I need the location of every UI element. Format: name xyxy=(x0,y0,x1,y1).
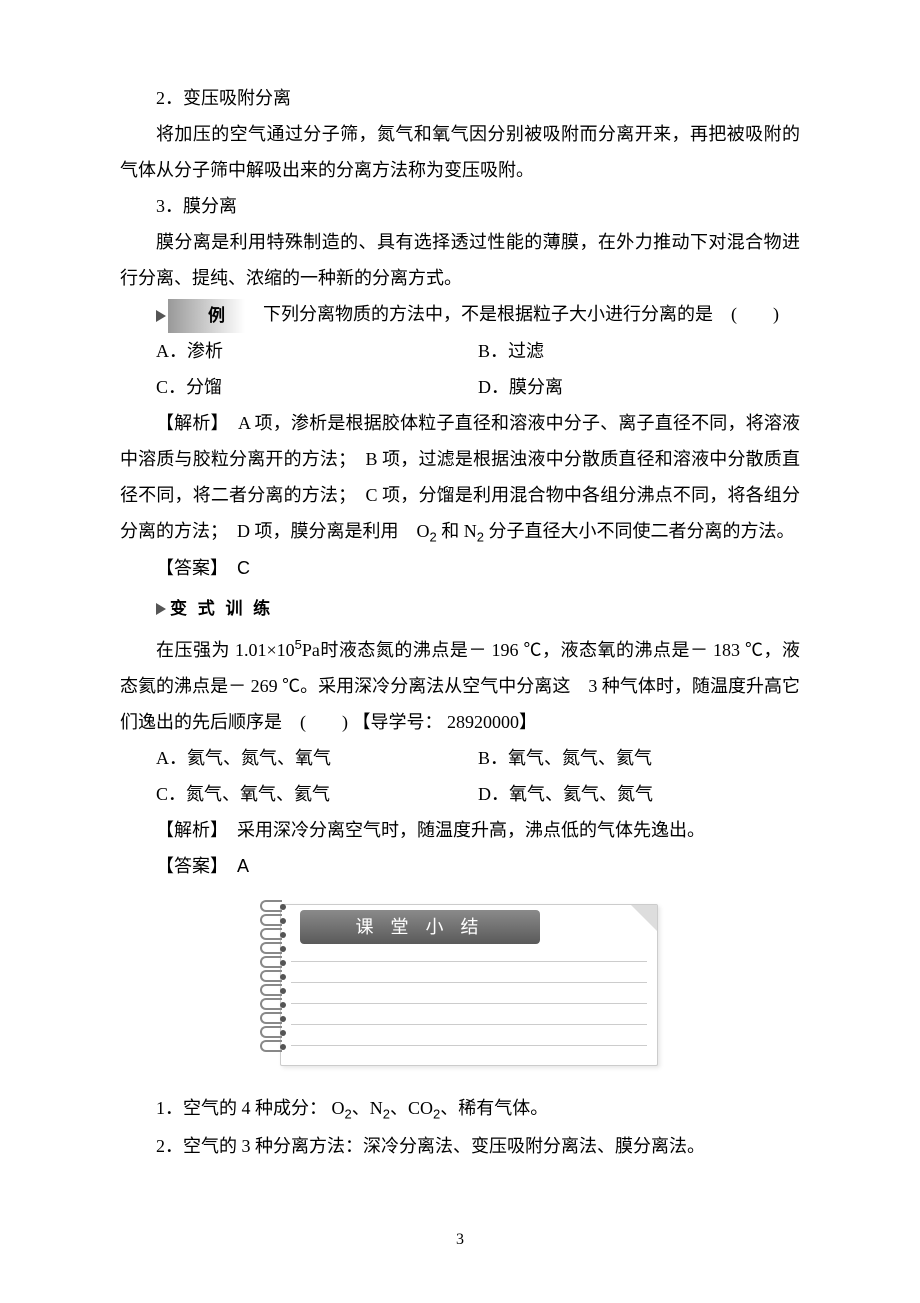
example-label-icon: 例 xyxy=(156,299,245,333)
analysis-label: 【解析】 xyxy=(156,413,238,433)
triangle-icon xyxy=(156,310,166,322)
answer-label: 【答案】 xyxy=(156,558,237,578)
page-fold-icon xyxy=(631,905,657,931)
spiral-binding-icon xyxy=(260,900,292,1070)
answer-value: C xyxy=(237,558,250,578)
variant-option-a: A．氦气、氮气、氧气 xyxy=(156,740,478,776)
variant-stem: 在压强为 1.01×105Pa时液态氮的沸点是－ 196 ℃，液态氧的沸点是－ … xyxy=(120,632,800,740)
page-number: 3 xyxy=(120,1224,800,1256)
section-2-title: 2．变压吸附分离 xyxy=(120,80,800,116)
summary-1a: 1．空气的 4 种成分： O xyxy=(156,1098,345,1118)
summary-1c: 、CO xyxy=(390,1098,433,1118)
example-answer: 【答案】 C xyxy=(156,550,800,586)
variant-option-d: D．氧气、氦气、氮气 xyxy=(478,776,800,812)
triangle-icon xyxy=(156,603,166,615)
variant-training-label: 变 式 训 练 xyxy=(156,592,273,626)
variant-option-b: B．氧气、氮气、氦气 xyxy=(478,740,800,776)
subscript-2: 2 xyxy=(345,1107,352,1122)
example-question-text: 下列分离物质的方法中，不是根据粒子大小进行分离的是 ( ) xyxy=(245,304,779,324)
analysis-text-2: 分子直径大小不同使二者分离的方法。 xyxy=(484,521,795,541)
class-summary-banner: 课 堂 小 结 xyxy=(260,900,660,1070)
analysis-text-mid: 和 N xyxy=(437,521,477,541)
example-label-text: 例 xyxy=(168,299,245,333)
variant-analysis: 【解析】 采用深冷分离空气时，随温度升高，沸点低的气体先逸出。 xyxy=(120,812,800,848)
analysis-label: 【解析】 xyxy=(156,820,237,840)
subscript-2: 2 xyxy=(383,1107,390,1122)
variant-option-c: C．氮气、氧气、氦气 xyxy=(156,776,478,812)
section-3-body: 膜分离是利用特殊制造的、具有选择透过性能的薄膜，在外力推动下对混合物进行分离、提… xyxy=(120,224,800,296)
summary-header: 课 堂 小 结 xyxy=(300,910,540,944)
summary-1d: 、稀有气体。 xyxy=(440,1098,548,1118)
superscript-5: 5 xyxy=(295,637,302,652)
example-options-row-2: C．分馏 D．膜分离 xyxy=(156,369,800,405)
summary-1b: 、N xyxy=(352,1098,383,1118)
example-option-b: B．过滤 xyxy=(478,333,800,369)
section-3-title: 3．膜分离 xyxy=(120,188,800,224)
example-option-c: C．分馏 xyxy=(156,369,478,405)
example-analysis: 【解析】 A 项，渗析是根据胶体粒子直径和溶液中分子、离子直径不同，将溶液中溶质… xyxy=(120,405,800,551)
example-option-a: A．渗析 xyxy=(156,333,478,369)
answer-label: 【答案】 xyxy=(156,856,237,876)
subscript-2: 2 xyxy=(477,529,484,544)
answer-value: A xyxy=(237,856,249,876)
variant-stem-1: 在压强为 1.01×10 xyxy=(156,640,295,660)
notebook-lines xyxy=(291,961,647,1066)
example-option-d: D．膜分离 xyxy=(478,369,800,405)
variant-label-text: 变 式 训 练 xyxy=(170,592,273,626)
subscript-2: 2 xyxy=(430,529,437,544)
example-options-row-1: A．渗析 B．过滤 xyxy=(156,333,800,369)
variant-answer: 【答案】 A xyxy=(156,848,800,884)
variant-options-row-1: A．氦气、氮气、氧气 B．氧气、氮气、氦气 xyxy=(156,740,800,776)
analysis-text: 采用深冷分离空气时，随温度升高，沸点低的气体先逸出。 xyxy=(237,820,705,840)
section-2-body: 将加压的空气通过分子筛，氮气和氧气因分别被吸附而分离开来，再把被吸附的气体从分子… xyxy=(120,116,800,188)
summary-item-2: 2．空气的 3 种分离方法：深冷分离法、变压吸附分离法、膜分离法。 xyxy=(120,1128,800,1164)
variant-options-row-2: C．氮气、氧气、氦气 D．氧气、氦气、氮气 xyxy=(156,776,800,812)
example-stem: 例 下列分离物质的方法中，不是根据粒子大小进行分离的是 ( ) xyxy=(120,296,800,333)
summary-item-1: 1．空气的 4 种成分： O2、N2、CO2、稀有气体。 xyxy=(120,1090,800,1128)
